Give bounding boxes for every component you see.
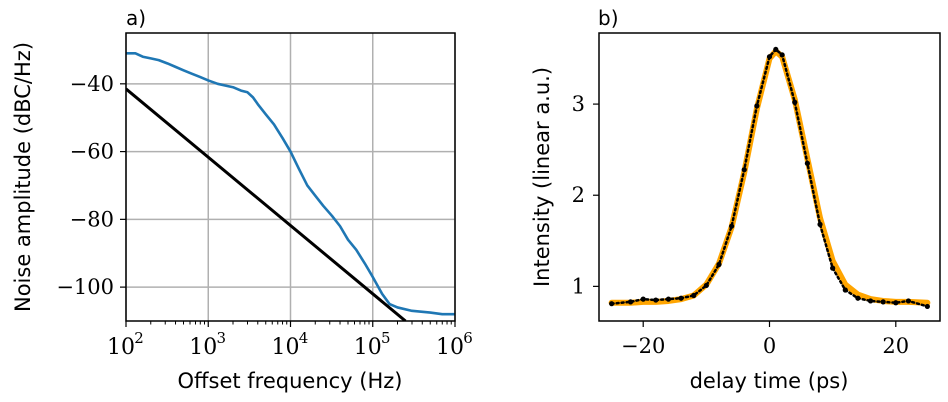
a-xtick-exponent: 6 xyxy=(463,329,473,347)
a-ytick-label: −40 xyxy=(70,72,114,96)
a-ytick-label: −100 xyxy=(56,275,114,299)
b-fit-curve xyxy=(608,48,931,306)
b-xtick-label: 0 xyxy=(763,334,776,358)
b-ytick-label: 1 xyxy=(572,274,585,298)
b-xtick-label: −20 xyxy=(621,334,665,358)
b-data-trace xyxy=(610,47,929,308)
panel-a: a) 10 2 10 3 10 4 10 5 10 6−40−60−80−100 Offset f… xyxy=(11,6,473,393)
a-xtick-label: 10 xyxy=(107,335,135,360)
a-xtick-exponent: 5 xyxy=(381,329,391,347)
a-xtick-label: 10 xyxy=(189,335,217,360)
a-ytick-label: −80 xyxy=(70,207,114,231)
b-xtick-label: 20 xyxy=(882,334,909,358)
a-xtick-label: 10 xyxy=(272,335,300,360)
a-xtick-exponent: 3 xyxy=(216,329,226,347)
a-xtick-label: 10 xyxy=(436,335,464,360)
panel-b: b) −20 0 20 1 2 3 delay time (ps) Intensity (… xyxy=(530,6,941,393)
panel-b-frame xyxy=(598,32,941,322)
a-xtick-exponent: 4 xyxy=(299,329,309,347)
panel-b-xlabel: delay time (ps) xyxy=(690,369,849,393)
panel-a-ylabel: Noise amplitude (dBC/Hz) xyxy=(11,42,35,312)
a-xtick-label: 10 xyxy=(354,335,382,360)
panel-a-label: a) xyxy=(126,6,146,30)
a-reference-line xyxy=(126,87,407,321)
b-ytick-label: 2 xyxy=(572,183,585,207)
a-noise-trace xyxy=(126,52,455,316)
panel-b-ylabel: Intensity (linear a.u.) xyxy=(530,67,554,287)
a-xtick-exponent: 2 xyxy=(134,329,144,347)
panel-a-xlabel: Offset frequency (Hz) xyxy=(178,369,403,393)
b-ytick-label: 3 xyxy=(572,92,585,116)
panel-b-label: b) xyxy=(598,6,619,30)
a-ytick-label: −60 xyxy=(70,140,114,164)
